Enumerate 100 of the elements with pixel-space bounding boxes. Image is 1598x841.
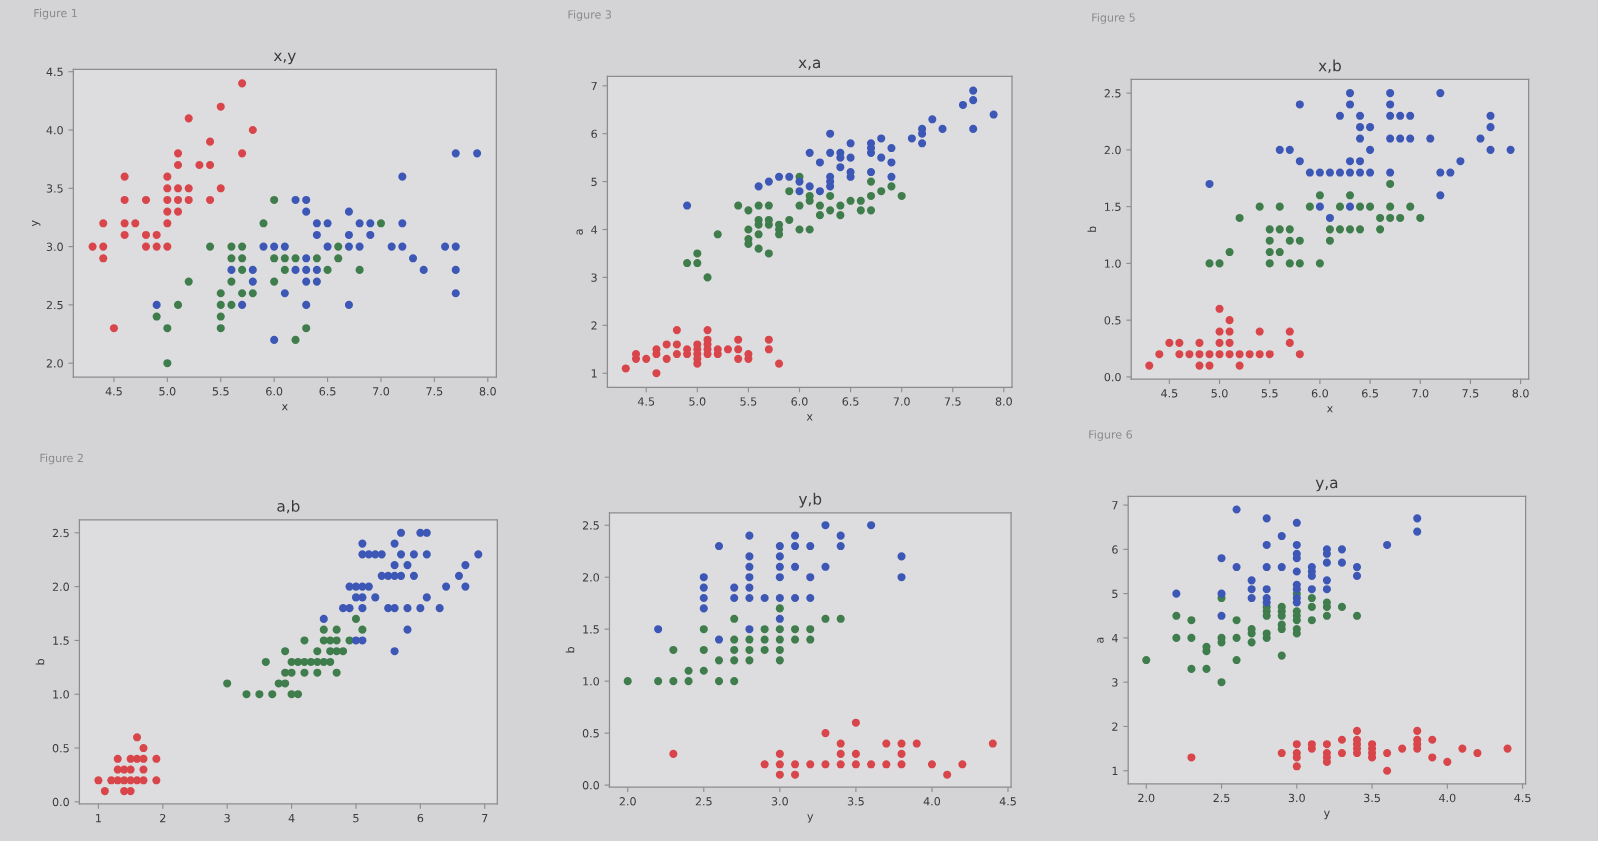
x-tick-label: 3.0	[771, 797, 788, 806]
point	[120, 230, 129, 239]
y-tick-label: 1	[1112, 766, 1118, 775]
x-tick-label: 6.5	[1362, 389, 1378, 398]
point	[887, 144, 896, 153]
point	[1187, 616, 1196, 625]
point	[928, 115, 937, 124]
point	[1436, 191, 1445, 200]
x-tick-label: 5.5	[740, 397, 757, 406]
point	[938, 124, 947, 133]
point	[851, 718, 860, 727]
point	[358, 625, 367, 634]
point	[1295, 259, 1304, 268]
point	[355, 265, 364, 274]
point	[1383, 748, 1392, 758]
point	[312, 230, 321, 239]
point	[141, 242, 151, 251]
point	[1292, 518, 1301, 527]
point	[326, 647, 335, 656]
point	[805, 225, 814, 234]
x-tick-label: 8.0	[995, 397, 1012, 406]
point	[173, 149, 183, 158]
point	[760, 760, 769, 769]
point	[173, 207, 183, 216]
y-tick-label: 0.0	[582, 781, 600, 790]
point	[826, 191, 835, 201]
point	[291, 254, 300, 263]
point	[791, 593, 800, 603]
point	[730, 583, 739, 592]
point	[1172, 633, 1181, 642]
point	[398, 172, 407, 181]
point	[451, 265, 460, 274]
y-tick-label: 2.5	[46, 300, 63, 310]
point	[775, 562, 784, 571]
point	[1235, 361, 1244, 370]
point	[1386, 213, 1395, 223]
point	[248, 265, 257, 274]
y-tick-label: 0.5	[52, 744, 69, 753]
chart-title: y,a	[1315, 479, 1338, 492]
point	[1315, 259, 1324, 268]
point	[1396, 134, 1405, 143]
point	[408, 254, 418, 263]
point	[836, 749, 845, 758]
x-tick-label: 6.0	[791, 397, 808, 406]
point	[775, 593, 784, 603]
point	[1337, 558, 1346, 567]
point	[1232, 656, 1241, 665]
point	[1428, 753, 1437, 762]
x-tick-label: 7.5	[1462, 389, 1479, 398]
point	[1307, 616, 1316, 625]
point	[775, 656, 784, 665]
point	[259, 242, 268, 251]
point	[821, 614, 830, 623]
point	[371, 593, 380, 602]
point	[1255, 202, 1264, 211]
point	[1305, 168, 1314, 177]
point	[806, 541, 815, 551]
point	[1202, 664, 1211, 673]
point	[1205, 179, 1214, 188]
point	[1277, 625, 1286, 634]
point	[184, 184, 193, 193]
point	[238, 79, 247, 88]
point	[912, 739, 921, 748]
point	[390, 647, 399, 656]
point	[815, 201, 824, 210]
point	[302, 195, 311, 205]
point	[120, 787, 129, 796]
point	[846, 139, 855, 148]
point	[1386, 89, 1395, 98]
point	[409, 571, 418, 580]
point	[699, 666, 708, 675]
point	[248, 125, 257, 135]
point	[1376, 213, 1385, 223]
x-tick-label: 7.5	[426, 387, 443, 396]
y-tick-label: 2.5	[52, 528, 69, 538]
point	[287, 668, 296, 677]
point	[693, 249, 702, 258]
point	[1295, 350, 1304, 359]
point	[1413, 527, 1422, 536]
point	[877, 134, 886, 143]
point	[384, 604, 393, 613]
point	[173, 184, 183, 193]
point	[856, 196, 865, 205]
point	[775, 625, 784, 634]
point	[120, 195, 129, 205]
point	[152, 776, 161, 785]
point	[836, 760, 845, 769]
point	[1215, 350, 1224, 359]
point	[216, 289, 225, 298]
point	[344, 230, 353, 239]
point	[312, 265, 321, 274]
point	[866, 167, 876, 177]
x-tick-label: 5.0	[1211, 389, 1228, 398]
point	[107, 776, 116, 785]
y-tick-label: 1.0	[53, 690, 69, 699]
point	[775, 573, 784, 582]
point	[1247, 594, 1256, 603]
point	[815, 158, 824, 167]
point	[1187, 664, 1196, 673]
point	[846, 196, 855, 205]
